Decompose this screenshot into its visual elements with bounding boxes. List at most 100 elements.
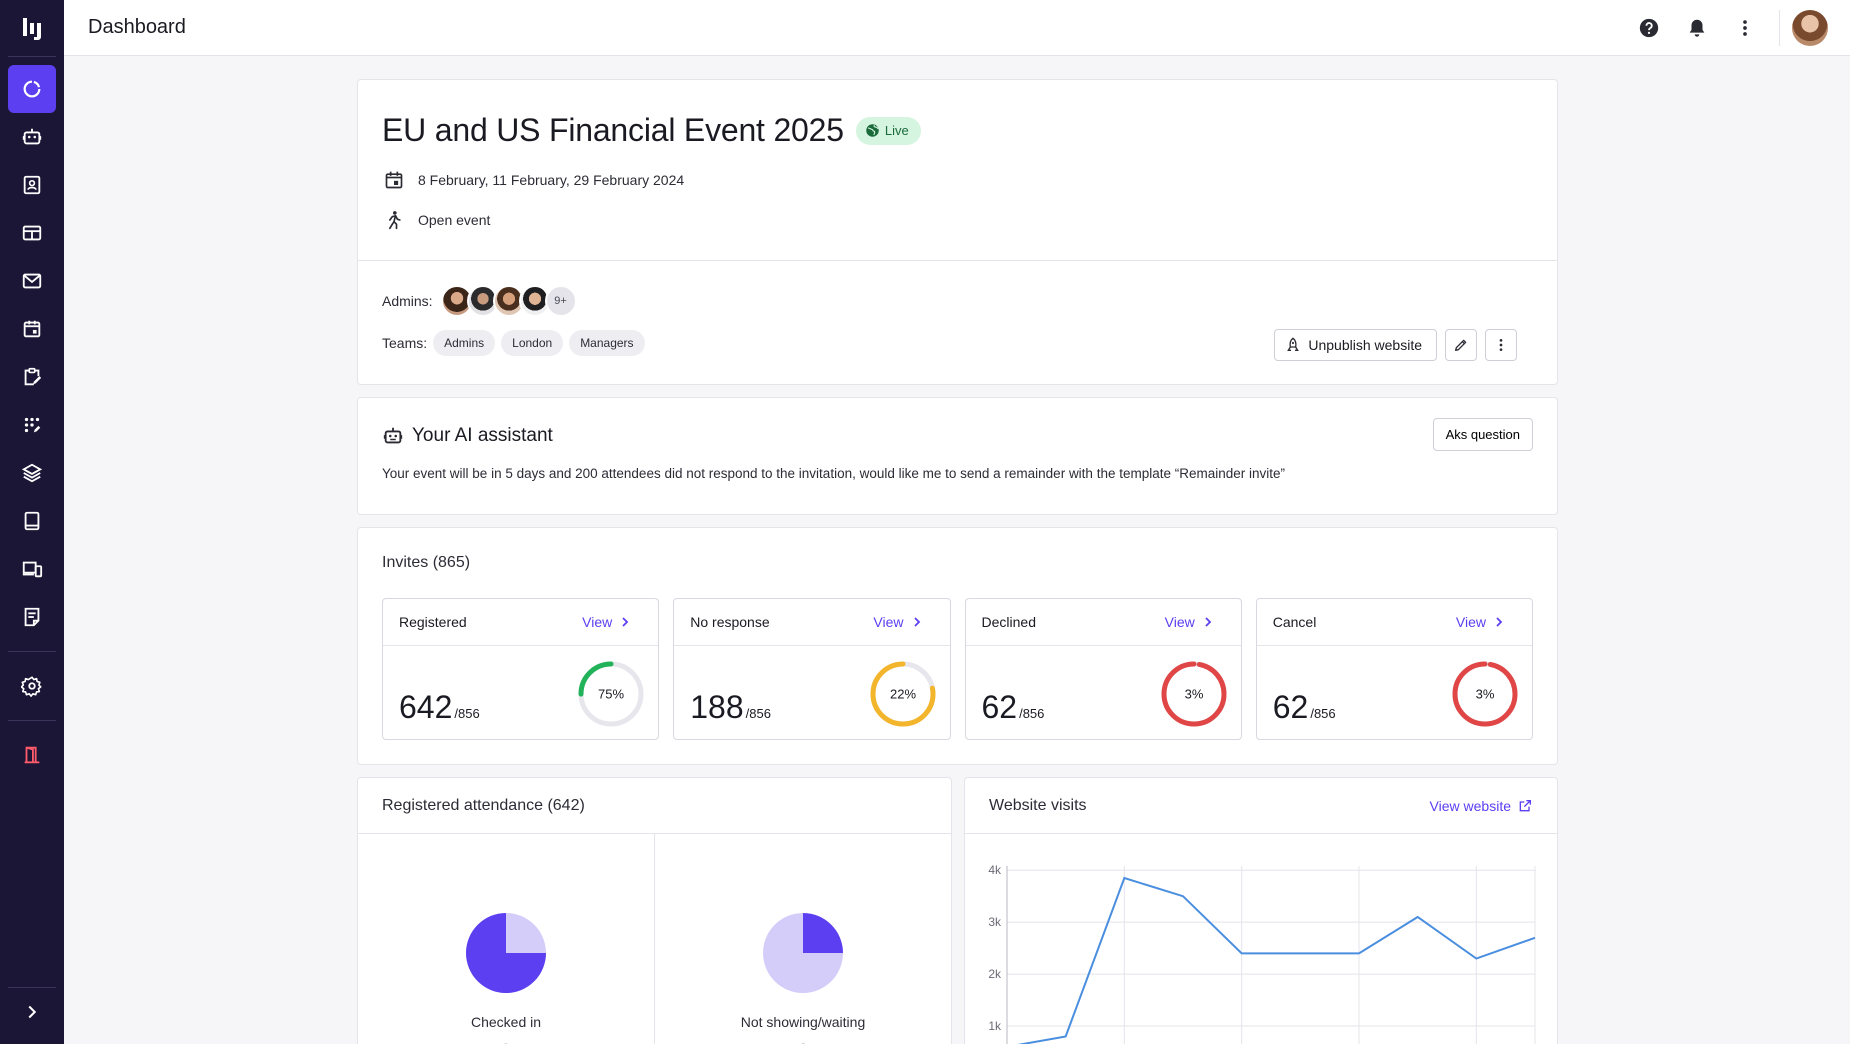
- stat-value: 62/856: [1273, 689, 1336, 726]
- pie-label: Checked in: [470, 1014, 542, 1030]
- attendance-card: Registered attendance (642) Checked in 48…: [357, 777, 952, 1044]
- sidebar-item-exit[interactable]: [8, 731, 56, 779]
- edit-event-button[interactable]: [1445, 329, 1477, 361]
- event-actions: Unpublish website: [1274, 329, 1517, 361]
- stat-progress-ring: 22%: [870, 661, 935, 727]
- app-logo[interactable]: [0, 0, 64, 56]
- door-icon: [24, 746, 40, 764]
- kebab-menu-icon: [1743, 20, 1747, 36]
- team-chip[interactable]: London: [501, 330, 564, 356]
- ai-message: Your event will be in 5 days and 200 att…: [382, 466, 1286, 481]
- stat-percent: 3%: [1184, 687, 1203, 702]
- sidebar-expand-button[interactable]: [8, 988, 56, 1036]
- admins-label: Admins:: [382, 293, 433, 309]
- sidebar-item-ai[interactable]: [8, 113, 56, 161]
- pie-slice-value: [803, 913, 843, 953]
- stat-view-link[interactable]: View: [1165, 614, 1213, 630]
- invites-card: Invites (865) Registered View 642/856 75% No…: [357, 527, 1558, 765]
- sidebar-item-contacts[interactable]: [8, 161, 56, 209]
- stat-total: /856: [1310, 706, 1336, 721]
- teams-label: Teams:: [382, 335, 428, 351]
- chevron-right-icon: [622, 617, 629, 627]
- more-admins-badge[interactable]: 9+: [544, 285, 577, 317]
- y-tick-label: 2k: [988, 967, 1002, 981]
- sidebar-item-tasks[interactable]: [8, 353, 56, 401]
- sidebar-item-settings[interactable]: [8, 662, 56, 710]
- pie-slice-value: [466, 913, 546, 993]
- sidebar-divider: [8, 987, 56, 988]
- invite-stat-card: No response View 188/856 22%: [673, 598, 951, 740]
- sidebar-item-devices[interactable]: [8, 545, 56, 593]
- stat-total: /856: [454, 706, 480, 721]
- sidebar-item-mail[interactable]: [8, 257, 56, 305]
- event-more-button[interactable]: [1485, 329, 1517, 361]
- gear-icon: [21, 676, 42, 697]
- help-icon: [1639, 18, 1659, 38]
- attendance-segment: Checked in 481: [358, 834, 654, 1044]
- pie-value: 481: [358, 1038, 654, 1044]
- notifications-button[interactable]: [1673, 0, 1721, 56]
- sidebar-item-dashboard[interactable]: [8, 65, 56, 113]
- invites-title: Invites (865): [382, 554, 471, 571]
- external-link-icon: [1519, 799, 1531, 811]
- mail-icon: [22, 273, 42, 289]
- sidebar-divider: [8, 56, 56, 57]
- more-options-button[interactable]: [1721, 0, 1769, 56]
- sidebar-item-tablet[interactable]: [8, 497, 56, 545]
- top-actions: [1625, 0, 1850, 56]
- attendance-segment: Not showing/waiting 161: [654, 834, 951, 1044]
- stat-progress-ring: 3%: [1452, 661, 1518, 727]
- stat-progress-ring: 75%: [578, 661, 644, 727]
- y-tick-label: 3k: [988, 915, 1002, 929]
- stat-percent: 75%: [598, 687, 624, 702]
- attendance-pies: Checked in 481 Not showing/waiting 161: [358, 834, 951, 1044]
- topbar-divider: [1779, 10, 1780, 46]
- globe-icon: [866, 124, 879, 137]
- team-chip[interactable]: Managers: [569, 330, 645, 356]
- ai-assistant-card: Your AI assistant Aks question Your even…: [357, 397, 1558, 515]
- chevron-right-icon: [913, 617, 920, 627]
- help-button[interactable]: [1625, 0, 1673, 56]
- stat-value: 642/856: [399, 689, 480, 726]
- calendar-icon: [23, 320, 41, 338]
- page-title: Dashboard: [88, 16, 186, 38]
- tablet-icon: [24, 511, 40, 531]
- view-website-link[interactable]: View website: [1430, 798, 1533, 814]
- stat-view-link[interactable]: View: [582, 614, 630, 630]
- pie-value: 161: [655, 1038, 951, 1044]
- unpublish-website-label: Unpublish website: [1308, 337, 1422, 353]
- bell-icon: [1689, 19, 1705, 37]
- invite-stat-card: Cancel View 62/856 3%: [1255, 598, 1533, 740]
- stat-progress-ring: 3%: [1161, 661, 1227, 727]
- stat-percent: 22%: [889, 687, 915, 702]
- attendance-title: Registered attendance (642): [382, 796, 585, 814]
- sidebar-divider: [8, 720, 56, 721]
- clipboard-edit-icon: [24, 367, 42, 386]
- team-chip[interactable]: Admins: [433, 330, 496, 356]
- attendance-pie: [466, 913, 546, 993]
- invite-stats: Registered View 642/856 75% No response View 1…: [382, 598, 1533, 740]
- stat-view-link[interactable]: View: [1456, 614, 1504, 630]
- sidebar-item-layout[interactable]: [8, 209, 56, 257]
- stat-label: No response: [690, 614, 770, 630]
- attendance-pie: [763, 913, 843, 993]
- stat-count: 642: [399, 689, 453, 725]
- walking-person-icon: [382, 208, 406, 232]
- event-type: Open event: [418, 212, 491, 228]
- ask-question-button[interactable]: Aks question: [1432, 418, 1533, 451]
- stat-percent: 3%: [1476, 687, 1495, 702]
- sidebar-item-documents[interactable]: [8, 593, 56, 641]
- website-visits-title: Website visits: [989, 796, 1087, 814]
- sidebar-item-layers[interactable]: [8, 449, 56, 497]
- status-badge: Live: [855, 116, 921, 145]
- ring-fill: [1452, 661, 1518, 727]
- user-avatar[interactable]: [1792, 10, 1828, 46]
- stat-view-link[interactable]: View: [873, 614, 921, 630]
- unpublish-website-button[interactable]: Unpublish website: [1274, 329, 1437, 361]
- stat-total: /856: [745, 706, 771, 721]
- event-title: EU and US Financial Event 2025: [382, 112, 844, 148]
- admin-avatars[interactable]: 9+: [440, 285, 577, 317]
- stat-label: Cancel: [1272, 614, 1317, 630]
- sidebar-item-calendar[interactable]: [8, 305, 56, 353]
- sidebar-item-apps[interactable]: [8, 401, 56, 449]
